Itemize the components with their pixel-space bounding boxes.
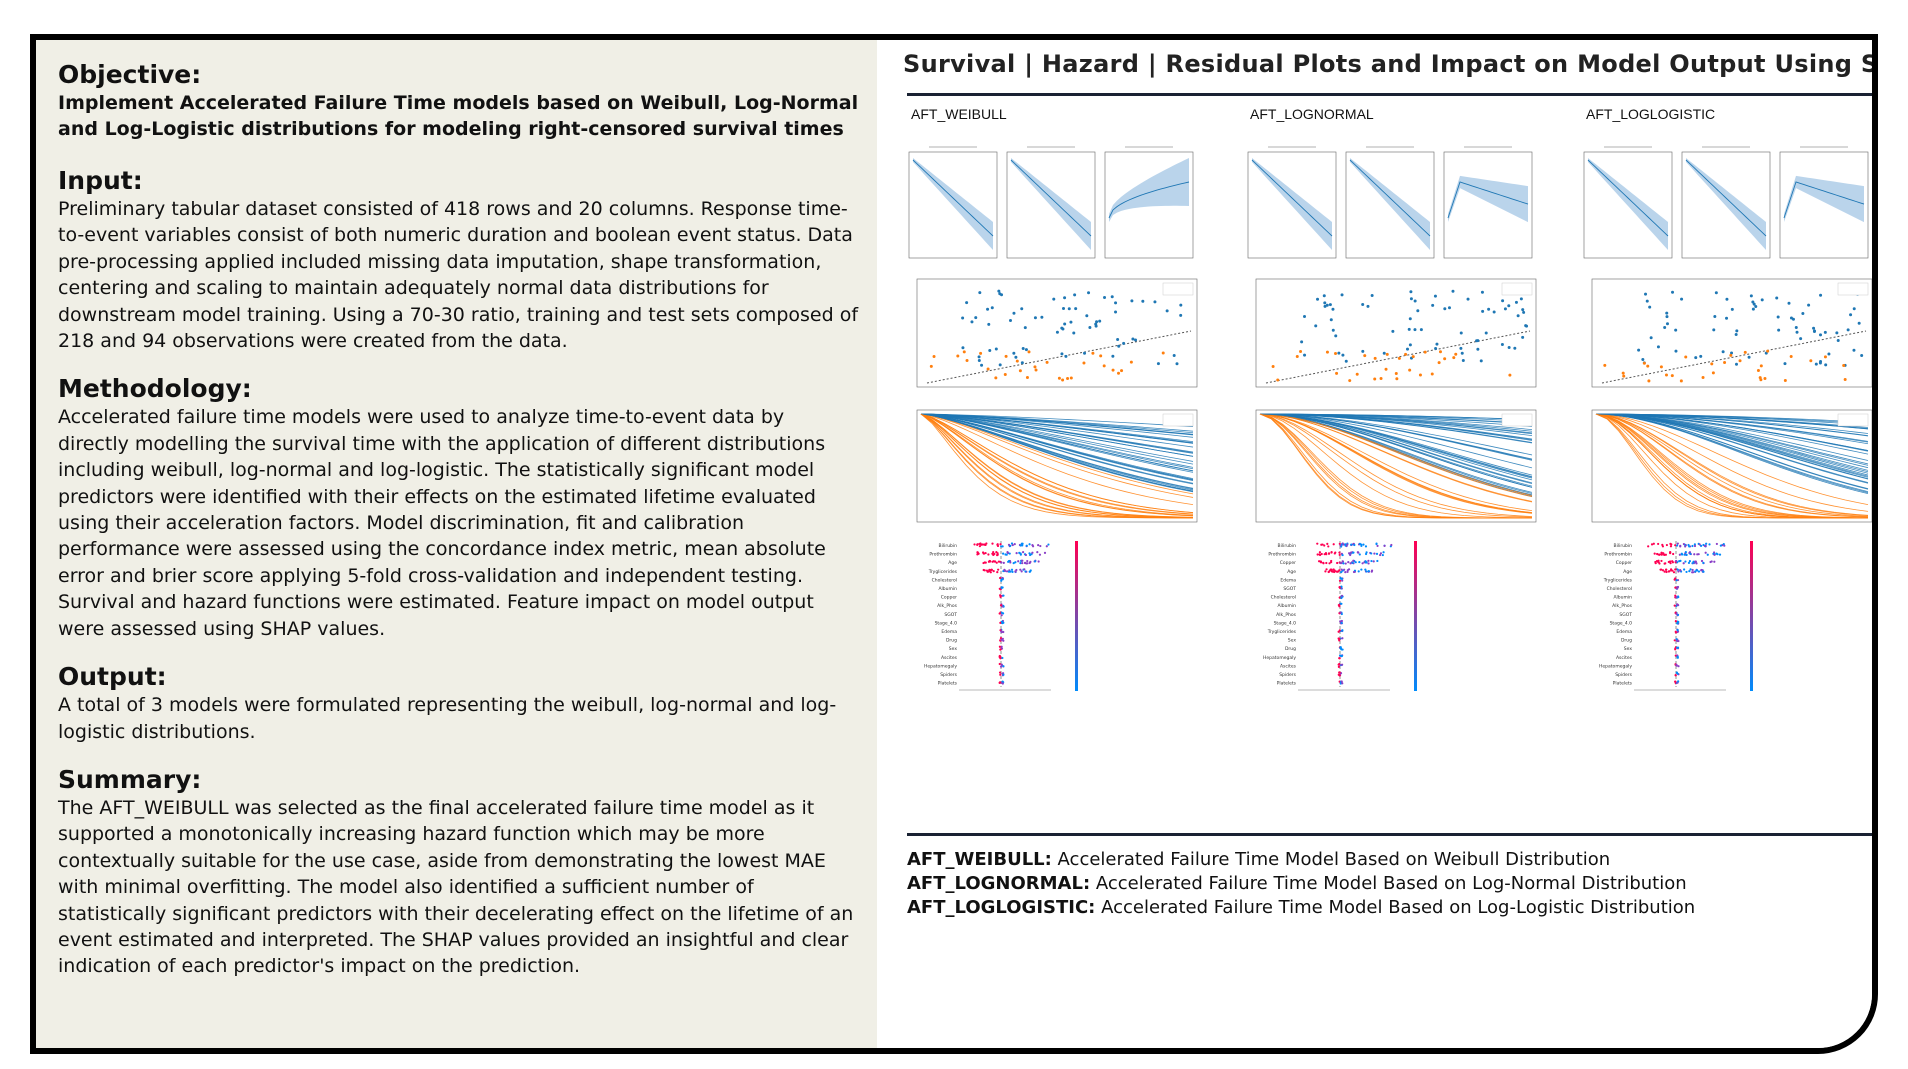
survival-hazard-plots-1	[1240, 140, 1540, 268]
shap-feature-label: Prothrombin	[1268, 552, 1296, 558]
shap-feature-label: Copper	[1616, 560, 1632, 566]
shap-feature-label: Hepatomegaly	[924, 663, 957, 669]
description-panel: Objective: Implement Accelerated Failure…	[36, 40, 877, 1048]
shap-feature-label: Alk_Phos	[1276, 612, 1297, 618]
model-label-weibull: AFT_WEIBULL	[911, 106, 1007, 122]
shap-summary-plot-2: Bilirubin Prothrombin Copper Age Tryglicerid…	[1576, 535, 1872, 705]
shap-feature-label: Tryglicerides	[1603, 577, 1633, 583]
shap-feature-label: Spiders	[940, 672, 957, 678]
residual-scatter-plot-2	[1576, 271, 1872, 399]
shap-feature-label: SGOT	[1619, 612, 1632, 618]
legend-divider	[907, 833, 1872, 836]
survival-profile-plot-1	[1240, 402, 1540, 532]
shap-feature-label: Prothrombin	[1604, 552, 1632, 558]
shap-feature-label: Prothrombin	[929, 552, 957, 558]
infographic-card: Objective: Implement Accelerated Failure…	[30, 34, 1878, 1054]
shap-feature-label: Ascites	[1280, 663, 1297, 669]
methodology-heading: Methodology:	[58, 374, 252, 404]
shap-feature-label: Spiders	[1279, 672, 1296, 678]
shap-feature-label: Age	[1623, 569, 1632, 575]
legend-item-loglogistic: AFT_LOGLOGISTIC: Accelerated Failure Tim…	[907, 897, 1696, 918]
shap-feature-label: Cholesterol	[1271, 595, 1296, 601]
shap-feature-label: Hepatomegaly	[1263, 655, 1296, 661]
shap-feature-label: Albumin	[1277, 603, 1296, 609]
shap-feature-label: Copper	[1280, 560, 1296, 566]
shap-feature-label: SGOT	[944, 612, 957, 618]
shap-feature-label: Edema	[1616, 629, 1632, 635]
shap-feature-label: Alk_Phos	[937, 603, 958, 609]
residual-scatter-plot-1	[1240, 271, 1540, 399]
summary-text: The AFT_WEIBULL was selected as the fina…	[58, 796, 854, 978]
shap-feature-label: Stage_4.0	[935, 620, 958, 626]
methodology-text: Accelerated failure time models were use…	[58, 406, 826, 640]
shap-feature-label: Alk_Phos	[1612, 603, 1633, 609]
model-legend: AFT_WEIBULL: Accelerated Failure Time Mo…	[907, 848, 1695, 920]
shap-feature-label: Bilirubin	[1278, 543, 1297, 549]
survival-profile-plot-2	[1576, 402, 1872, 532]
shap-feature-label: Ascites	[1616, 655, 1633, 661]
plots-title: Survival | Hazard | Residual Plots and I…	[903, 50, 1878, 78]
objective-text: Implement Accelerated Failure Time model…	[58, 92, 859, 140]
shap-feature-label: Age	[948, 560, 957, 566]
shap-feature-label: Tryglicerides	[928, 569, 958, 575]
shap-feature-label: Bilirubin	[939, 543, 958, 549]
plots-panel: Survival | Hazard | Residual Plots and I…	[877, 40, 1872, 1048]
shap-feature-label: Copper	[941, 595, 957, 601]
model-label-loglogistic: AFT_LOGLOGISTIC	[1586, 106, 1716, 122]
output-heading: Output:	[58, 662, 167, 692]
shap-feature-label: Hepatomegaly	[1599, 663, 1632, 669]
shap-feature-label: Platelets	[938, 681, 958, 687]
survival-hazard-plots-0	[901, 140, 1201, 268]
residual-scatter-plot-0	[901, 271, 1201, 399]
shap-feature-label: Sex	[1288, 638, 1297, 644]
title-divider	[907, 93, 1872, 96]
input-heading: Input:	[58, 166, 143, 195]
shap-feature-label: Drug	[946, 638, 957, 644]
shap-feature-label: Platelets	[1277, 681, 1297, 687]
shap-feature-label: Albumin	[938, 586, 957, 592]
shap-summary-plot-0: Bilirubin Prothrombin Age Tryglicerides Chol…	[901, 535, 1201, 705]
input-text: Preliminary tabular dataset consisted of…	[58, 198, 859, 353]
shap-feature-label: Edema	[941, 629, 957, 635]
summary-heading: Summary:	[58, 764, 202, 794]
shap-feature-label: Sex	[949, 646, 958, 652]
survival-hazard-plots-2	[1576, 140, 1872, 268]
shap-feature-label: Bilirubin	[1614, 543, 1633, 549]
shap-feature-label: Spiders	[1615, 672, 1632, 678]
shap-feature-label: Drug	[1621, 638, 1632, 644]
shap-feature-label: Cholesterol	[932, 577, 957, 583]
legend-item-lognormal: AFT_LOGNORMAL: Accelerated Failure Time …	[907, 873, 1687, 894]
objective-heading: Objective:	[58, 60, 202, 89]
shap-feature-label: Stage_4.0	[1274, 620, 1297, 626]
shap-feature-label: Sex	[1624, 646, 1633, 652]
shap-feature-label: Edema	[1280, 577, 1296, 583]
shap-feature-label: SGOT	[1283, 586, 1296, 592]
shap-feature-label: Drug	[1285, 646, 1296, 652]
survival-profile-plot-0	[901, 402, 1201, 532]
output-text: A total of 3 models were formulated repr…	[58, 694, 837, 743]
shap-feature-label: Stage_4.0	[1610, 620, 1633, 626]
shap-feature-label: Albumin	[1613, 595, 1632, 601]
shap-feature-label: Ascites	[941, 655, 958, 661]
shap-feature-label: Cholesterol	[1607, 586, 1632, 592]
shap-feature-label: Platelets	[1613, 681, 1633, 687]
shap-feature-label: Tryglicerides	[1267, 629, 1297, 635]
model-label-lognormal: AFT_LOGNORMAL	[1250, 106, 1374, 122]
shap-summary-plot-1: Bilirubin Prothrombin Copper Age Edema SGOT Ch…	[1240, 535, 1540, 705]
legend-item-weibull: AFT_WEIBULL: Accelerated Failure Time Mo…	[907, 849, 1611, 870]
shap-feature-label: Age	[1287, 569, 1296, 575]
